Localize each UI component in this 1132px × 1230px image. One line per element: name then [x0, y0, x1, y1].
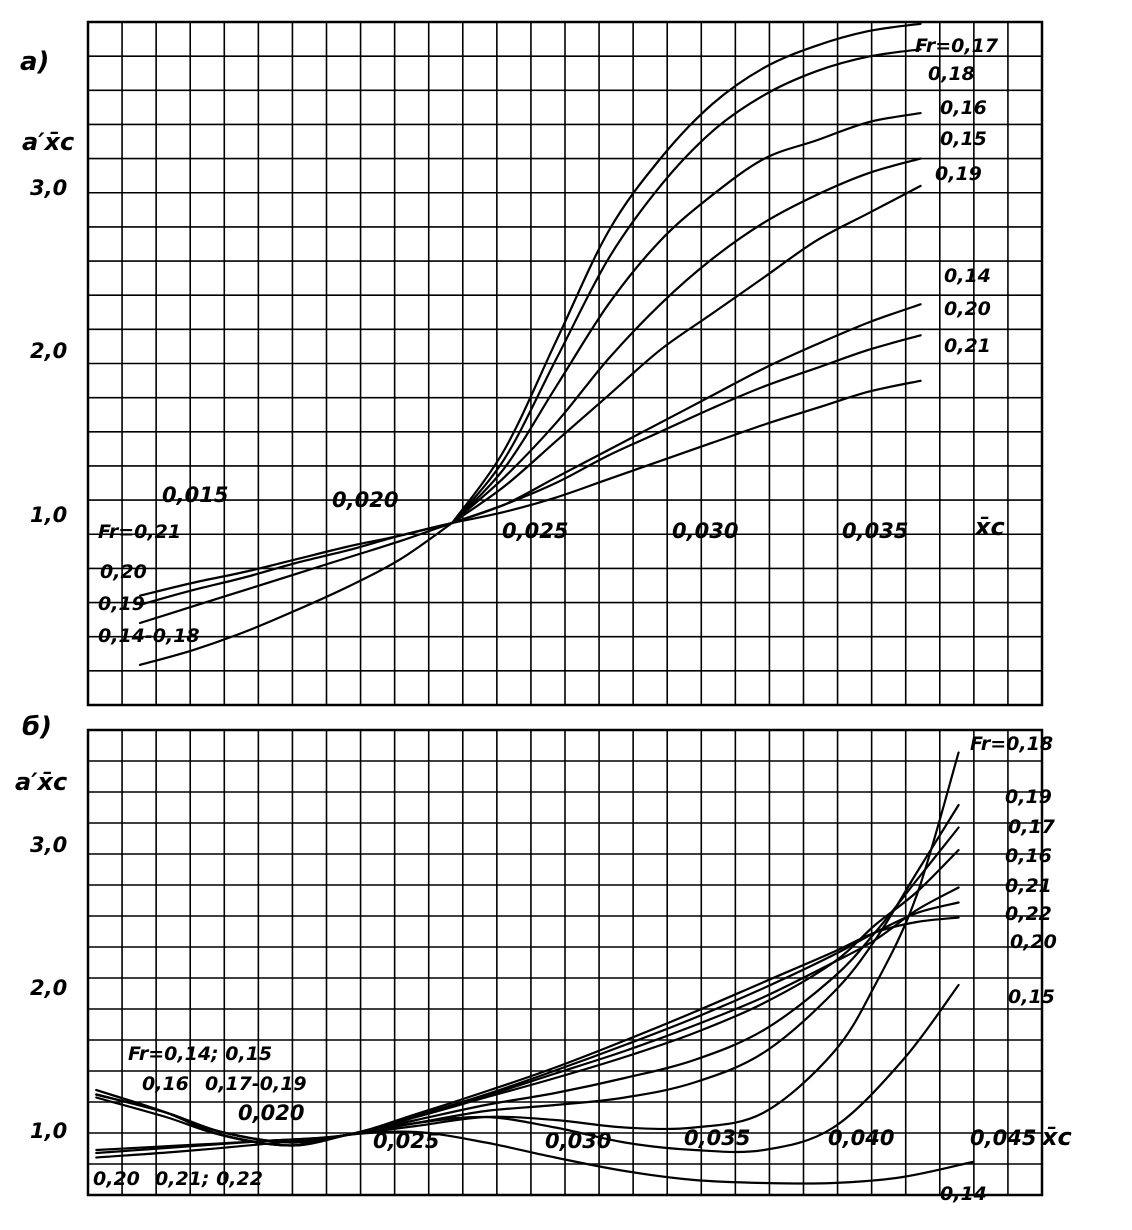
- y-axis-label-b: a′x̄c: [15, 768, 67, 796]
- chart-panel-a: a) a′x̄c x̄c 3,0 2,0 1,0 0,015 0,020 0,0…: [20, 20, 1044, 707]
- x-tick-label-045-b: 0,045: [970, 1126, 1036, 1150]
- curve-label-b-017: 0,17: [1008, 816, 1056, 838]
- y-tick-label-2-b: 2,0: [30, 976, 67, 1000]
- series-line-a-3: [451, 157, 922, 524]
- panel-label-a: a): [20, 47, 49, 77]
- y-tick-label-3-b: 3,0: [30, 833, 67, 857]
- curve-label-b-022: 0,22: [1005, 903, 1052, 925]
- x-tick-label-025-b: 0,025: [373, 1129, 439, 1153]
- curves-panel-b: [95, 751, 974, 1185]
- x-tick-label-030-a: 0,030: [672, 519, 738, 543]
- grid-panel-a: [86, 20, 1044, 707]
- series-line-a-9: [138, 521, 454, 606]
- curve-label-a-left-fr021: Fr=0,21: [98, 521, 181, 543]
- curve-label-b-014-bottom: 0,14: [940, 1183, 987, 1205]
- x-axis-label-a: x̄c: [974, 513, 1005, 541]
- series-line-a-0: [451, 22, 922, 524]
- chart-panel-b: б) a′x̄c x̄c 3,0 2,0 1,0 0,020 0,025 0,0…: [15, 712, 1072, 1205]
- curve-label-b-020-left: 0,20: [93, 1168, 140, 1190]
- grid-panel-b: [86, 728, 1044, 1197]
- series-line-a-10: [138, 521, 454, 625]
- curve-label-b-fr014-015: Fr=0,14; 0,15: [128, 1043, 272, 1065]
- y-tick-label-1-b: 1,0: [30, 1119, 67, 1143]
- curve-label-a-015: 0,15: [940, 128, 987, 150]
- x-tick-label-025-a: 0,025: [502, 519, 568, 543]
- curve-label-b-017-019: 0,17-0,19: [205, 1073, 307, 1095]
- curve-label-a-021: 0,21: [944, 335, 991, 357]
- series-line-b-4: [95, 886, 960, 1152]
- curve-label-a-018: 0,18: [928, 63, 975, 85]
- x-tick-label-040-b: 0,040: [828, 1126, 894, 1150]
- curve-label-a-left-020: 0,20: [100, 561, 147, 583]
- y-tick-label-3-a: 3,0: [30, 176, 67, 200]
- x-axis-label-b: x̄c: [1041, 1123, 1072, 1151]
- curve-label-a-left-019: 0,19: [98, 593, 145, 615]
- series-line-a-5: [451, 303, 922, 524]
- curve-label-a-020: 0,20: [944, 298, 991, 320]
- series-line-a-1: [451, 48, 922, 524]
- y-tick-label-1-a: 1,0: [30, 503, 67, 527]
- curve-label-a-019: 0,19: [935, 163, 982, 185]
- series-line-a-4: [451, 184, 922, 524]
- curve-label-a-016: 0,16: [940, 97, 987, 119]
- x-tick-label-020-b: 0,020: [238, 1101, 304, 1125]
- panel-label-b: б): [22, 712, 52, 742]
- x-tick-label-035-b: 0,035: [684, 1126, 750, 1150]
- curve-label-b-020: 0,20: [1010, 931, 1057, 953]
- curve-label-b-021-022: 0,21; 0,22: [155, 1168, 263, 1190]
- series-line-a-6: [451, 334, 922, 524]
- curve-label-b-019: 0,19: [1005, 786, 1052, 808]
- curve-label-b-fr018: Fr=0,18: [970, 733, 1053, 755]
- curve-label-b-016-left: 0,16: [142, 1073, 189, 1095]
- x-tick-label-030-b: 0,030: [545, 1129, 611, 1153]
- x-tick-label-015-a: 0,015: [162, 483, 228, 507]
- series-line-a-2: [451, 112, 922, 524]
- series-line-a-11: [138, 521, 454, 666]
- curves-panel-a: [138, 22, 922, 666]
- y-tick-label-2-a: 2,0: [30, 339, 67, 363]
- y-axis-label-a: a′x̄c: [22, 128, 74, 156]
- x-tick-label-020-a: 0,020: [332, 488, 398, 512]
- curve-label-a-left-014-018: 0,14-0,18: [98, 625, 200, 647]
- curve-label-b-021: 0,21: [1005, 875, 1052, 897]
- series-line-b-5: [95, 901, 960, 1155]
- curve-label-b-016: 0,16: [1005, 845, 1052, 867]
- curve-label-b-015: 0,15: [1008, 986, 1055, 1008]
- series-line-b-8: [95, 1088, 974, 1185]
- curve-label-a-fr017: Fr=0,17: [915, 35, 999, 57]
- curve-label-a-014: 0,14: [944, 265, 991, 287]
- series-line-b-2: [95, 826, 960, 1144]
- series-line-a-7: [451, 379, 922, 524]
- x-tick-label-035-a: 0,035: [842, 519, 908, 543]
